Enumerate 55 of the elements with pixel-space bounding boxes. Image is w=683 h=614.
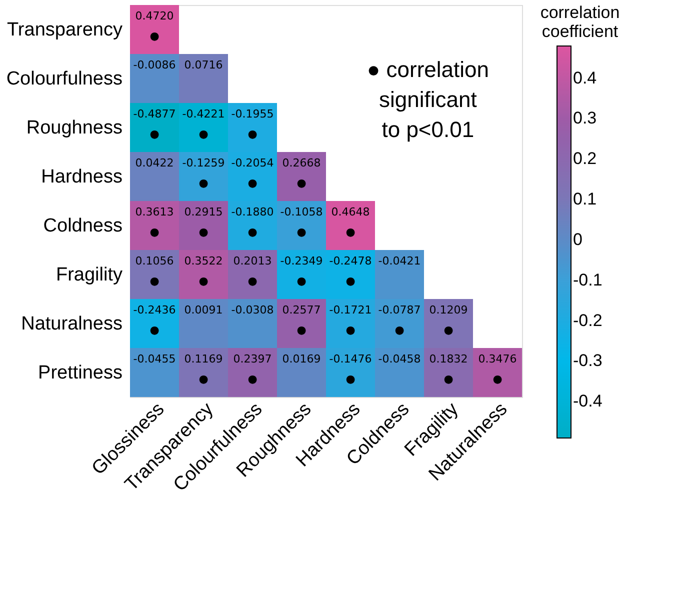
color-bar-label: 0.4 (573, 68, 597, 88)
data-label: 0.0422 (135, 156, 174, 170)
color-bar-label: 0.3 (573, 108, 597, 128)
data-label: 0.0716 (184, 58, 223, 72)
data-label: 0.1056 ● (135, 254, 174, 288)
color-bar-label: 0.1 (573, 190, 597, 209)
data-label: -0.0455 (133, 352, 176, 366)
data-label: 0.1832 ● (429, 352, 468, 386)
y-tick-label: Hardness (41, 166, 122, 188)
y-tick-label: Colourfulness (6, 68, 122, 90)
color-bar-label: -0.3 (573, 351, 602, 370)
data-label: -0.2349 ● (280, 254, 323, 288)
y-tick-label: Prettiness (38, 362, 122, 384)
data-label: 0.0169 (282, 352, 321, 366)
color-bar-label: -0.4 (573, 392, 602, 411)
y-tick-label: Coldness (43, 216, 122, 236)
data-label: -0.0308 (231, 304, 274, 316)
data-label: 0.2668 ● (282, 156, 321, 190)
data-label: -0.1880 ● (231, 206, 274, 238)
data-label: 0.4648 ● (331, 206, 370, 238)
data-label: 0.4720 ● (135, 10, 174, 42)
data-label: -0.0421 (378, 254, 421, 268)
legend-title: correlation coefficient (540, 3, 620, 41)
y-tick-label: Naturalness (21, 314, 122, 334)
data-label: 0.2397 ● (233, 352, 272, 386)
color-bar-label: 0.2 (573, 149, 597, 168)
data-label: -0.4877 ● (133, 108, 176, 140)
data-label: -0.4221 ● (182, 108, 225, 140)
y-tick-label: Transparency (7, 20, 123, 40)
data-label: -0.1259 ● (182, 156, 225, 190)
data-label: -0.2478 ● (329, 254, 372, 288)
data-label: -0.1721 ● (329, 304, 372, 336)
data-label: -0.2436 ● (133, 304, 176, 336)
y-tick-label: Fragility (56, 264, 123, 286)
data-label: -0.1058 ● (280, 206, 323, 238)
y-tick-label: Roughness (26, 118, 122, 138)
data-label: 0.2013 ● (233, 254, 272, 288)
data-label: -0.0086 (133, 58, 176, 72)
data-label: 0.3476 ● (478, 352, 517, 386)
data-label: -0.1955 ● (231, 108, 274, 140)
color-bar-label: -0.1 (573, 270, 602, 290)
color-bar-label: 0 (573, 230, 582, 249)
data-label: 0.2577 ● (282, 304, 321, 336)
data-label: -0.0458 (378, 352, 421, 366)
data-label: -0.0787 ● (378, 304, 421, 336)
data-label: 0.3613 ● (135, 206, 174, 238)
data-label: 0.1209 ● (429, 304, 468, 336)
data-label: 0.1169 ● (184, 352, 223, 386)
color-bar-label: -0.2 (573, 310, 602, 330)
data-label: -0.2054 ● (231, 156, 274, 190)
data-label: 0.3522 ● (184, 254, 223, 288)
annotation: ● correlation significant to p<0.01 (366, 56, 489, 142)
data-label: -0.1476 ● (329, 352, 372, 386)
data-label: 0.2915 ● (184, 206, 223, 238)
data-label: 0.0091 (184, 304, 223, 316)
